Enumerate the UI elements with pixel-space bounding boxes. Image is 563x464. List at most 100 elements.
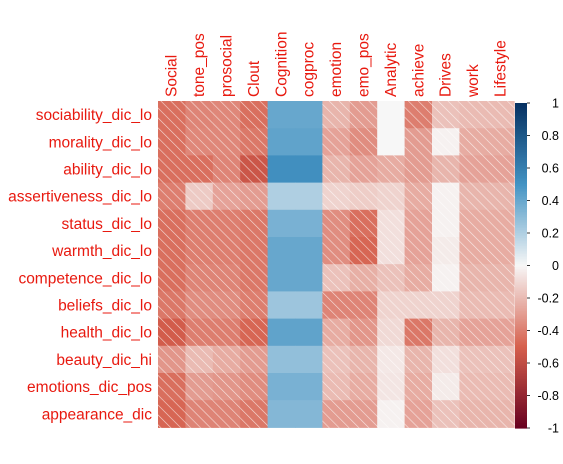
- heatmap-cell: [295, 182, 323, 211]
- cell-hatch: [240, 291, 269, 320]
- colorbar-segment: [515, 215, 527, 218]
- colorbar-segment: [515, 363, 527, 366]
- cell-hatch: [158, 182, 186, 211]
- row-label: sociability_dic_lo: [36, 107, 152, 124]
- heatmap-cell: [295, 400, 323, 428]
- colorbar-segment: [515, 424, 527, 427]
- colorbar-segment: [515, 168, 527, 171]
- column-label: work: [465, 64, 482, 98]
- cell-hatch: [158, 318, 186, 347]
- colorbar-segment: [515, 268, 527, 271]
- colorbar-segment: [515, 195, 527, 198]
- colorbar-segment: [515, 190, 527, 193]
- colorbar-segment: [515, 124, 527, 127]
- colorbar-segment: [515, 356, 527, 359]
- cell-hatch: [459, 128, 488, 156]
- cell-hatch: [459, 155, 488, 184]
- cell-hatch: [377, 318, 406, 347]
- cell-hatch: [240, 182, 269, 211]
- cell-hatch: [322, 237, 351, 265]
- colorbar-segment: [515, 226, 527, 229]
- heatmap-cell: [295, 318, 323, 347]
- heatmap-cell: [295, 345, 323, 374]
- colorbar-segment: [515, 270, 527, 273]
- cell-hatch: [404, 182, 433, 211]
- colorbar-segment: [515, 237, 527, 241]
- colorbar-segment: [515, 408, 527, 411]
- colorbar-segment: [515, 129, 527, 132]
- colorbar-segment: [515, 228, 527, 231]
- colorbar-segment: [515, 185, 527, 189]
- colorbar-segment: [515, 161, 527, 164]
- column-label: Clout: [246, 60, 263, 97]
- colorbar-segment: [515, 182, 527, 185]
- colorbar-segment: [515, 220, 527, 223]
- colorbar-segment: [515, 234, 527, 237]
- colorbar-segment: [515, 158, 527, 161]
- cell-hatch: [486, 318, 515, 347]
- cell-hatch: [185, 209, 214, 238]
- colorbar-segment: [515, 202, 527, 205]
- colorbar-segment: [515, 418, 527, 421]
- colorbar-segment: [515, 127, 527, 130]
- cell-hatch: [158, 345, 186, 374]
- cell-hatch: [185, 345, 214, 374]
- cell-hatch: [240, 128, 269, 156]
- colorbar-segment: [515, 216, 527, 219]
- colorbar-segment: [515, 263, 527, 267]
- cell-hatch: [185, 400, 214, 428]
- colorbar-segment: [515, 281, 527, 284]
- colorbar-segment: [515, 255, 527, 258]
- cell-hatch: [432, 101, 460, 129]
- colorbar-segment: [515, 374, 527, 377]
- column-label: achieve: [410, 44, 427, 97]
- colorbar-segment: [515, 406, 527, 410]
- cell-hatch: [432, 291, 460, 320]
- colorbar-segment: [515, 304, 527, 307]
- cell-hatch: [349, 237, 378, 265]
- cell-hatch: [158, 400, 186, 428]
- colorbar-segment: [515, 104, 527, 107]
- cell-hatch: [185, 264, 214, 292]
- colorbar-segment: [515, 177, 527, 180]
- colorbar-segment: [515, 390, 527, 393]
- colorbar-segment: [515, 385, 527, 388]
- cell-hatch: [432, 128, 460, 156]
- colorbar-segment: [515, 174, 527, 177]
- colorbar-segment: [515, 117, 527, 120]
- colorbar-segment: [515, 426, 527, 429]
- heatmap-cell: [377, 128, 406, 156]
- colorbar-segment: [515, 138, 527, 141]
- colorbar-segment: [515, 265, 527, 268]
- colorbar-segment: [515, 317, 527, 320]
- colorbar-segment: [515, 341, 527, 345]
- row-label: health_dic_lo: [61, 325, 152, 342]
- cell-hatch: [404, 128, 433, 156]
- colorbar-segment: [515, 159, 527, 163]
- colorbar-segment: [515, 260, 527, 263]
- cell-hatch: [377, 264, 406, 292]
- colorbar-segment: [515, 322, 527, 325]
- colorbar-segment: [515, 137, 527, 140]
- heatmap-cell: [295, 291, 323, 320]
- colorbar-segment: [515, 112, 527, 115]
- cell-hatch: [404, 373, 433, 401]
- row-labels: sociability_dic_lo morality_dic_loability…: [8, 107, 152, 423]
- cell-hatch: [240, 400, 269, 428]
- cell-hatch: [486, 209, 515, 238]
- colorbar-segment: [515, 291, 527, 294]
- colorbar-segment: [515, 335, 527, 338]
- colorbar-segment: [515, 169, 527, 172]
- cell-hatch: [404, 345, 433, 374]
- cell-hatch: [404, 400, 433, 428]
- colorbar-segment: [515, 397, 527, 400]
- colorbar-segment: [515, 221, 527, 224]
- colorbar-segment: [515, 353, 527, 356]
- colorbar-segment: [515, 213, 527, 216]
- colorbar-segment: [515, 312, 527, 315]
- colorbar-segment: [515, 189, 527, 192]
- cell-hatch: [404, 237, 433, 265]
- colorbar-segment: [515, 372, 527, 375]
- heatmap-cell: [267, 237, 296, 265]
